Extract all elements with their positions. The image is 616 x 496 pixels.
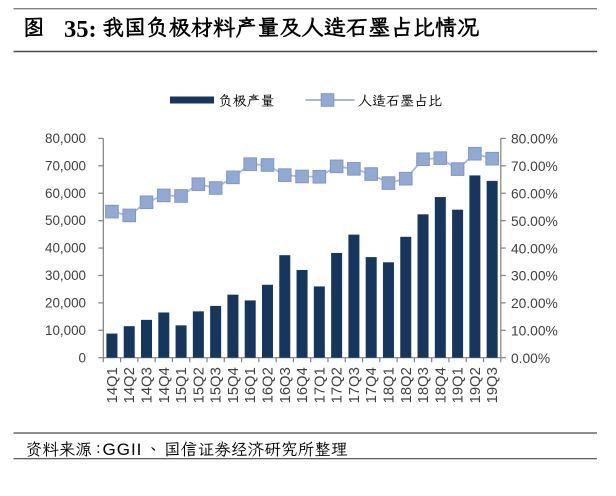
svg-text:14Q4: 14Q4 — [157, 367, 173, 403]
svg-text:19Q2: 19Q2 — [468, 367, 484, 403]
svg-text:18Q4: 18Q4 — [433, 367, 449, 403]
svg-text:19Q1: 19Q1 — [451, 367, 467, 403]
svg-text:14Q1: 14Q1 — [105, 367, 121, 403]
svg-text:20,000: 20,000 — [45, 295, 86, 310]
svg-text:14Q3: 14Q3 — [140, 367, 156, 403]
svg-text:10,000: 10,000 — [45, 323, 86, 338]
svg-text:80,000: 80,000 — [45, 131, 86, 146]
svg-text:15Q1: 15Q1 — [174, 367, 190, 403]
svg-text:15Q2: 15Q2 — [191, 367, 207, 403]
svg-text:0: 0 — [79, 350, 86, 365]
svg-text:30.00%: 30.00% — [511, 269, 558, 284]
svg-text:70.00%: 70.00% — [511, 159, 558, 174]
svg-text:19Q3: 19Q3 — [485, 367, 501, 403]
svg-text:GGII: GGII — [103, 440, 143, 459]
svg-text:30,000: 30,000 — [45, 268, 86, 283]
svg-text:17Q4: 17Q4 — [364, 367, 380, 403]
svg-text:17Q3: 17Q3 — [347, 367, 363, 403]
svg-text:17Q2: 17Q2 — [330, 367, 346, 403]
svg-text:15Q3: 15Q3 — [209, 367, 225, 403]
svg-text:40.00%: 40.00% — [511, 241, 558, 256]
svg-text:16Q1: 16Q1 — [243, 367, 259, 403]
svg-text:60.00%: 60.00% — [511, 186, 558, 201]
svg-text:10.00%: 10.00% — [511, 323, 558, 338]
svg-text:16Q4: 16Q4 — [295, 367, 311, 403]
svg-text:70,000: 70,000 — [45, 158, 86, 173]
svg-text:16Q3: 16Q3 — [278, 367, 294, 403]
svg-text:35:: 35: — [64, 16, 97, 43]
svg-text:16Q2: 16Q2 — [260, 367, 276, 403]
svg-text:17Q1: 17Q1 — [312, 367, 328, 403]
svg-text:0.00%: 0.00% — [511, 351, 550, 366]
svg-text:18Q1: 18Q1 — [381, 367, 397, 403]
svg-text:50,000: 50,000 — [45, 213, 86, 228]
svg-text:80.00%: 80.00% — [511, 132, 558, 147]
svg-text:50.00%: 50.00% — [511, 214, 558, 229]
svg-text:60,000: 60,000 — [45, 186, 86, 201]
svg-text:20.00%: 20.00% — [511, 296, 558, 311]
svg-text:18Q3: 18Q3 — [416, 367, 432, 403]
svg-text:15Q4: 15Q4 — [226, 367, 242, 403]
svg-text:18Q2: 18Q2 — [399, 367, 415, 403]
svg-text:40,000: 40,000 — [45, 241, 86, 256]
svg-text:14Q2: 14Q2 — [122, 367, 138, 403]
